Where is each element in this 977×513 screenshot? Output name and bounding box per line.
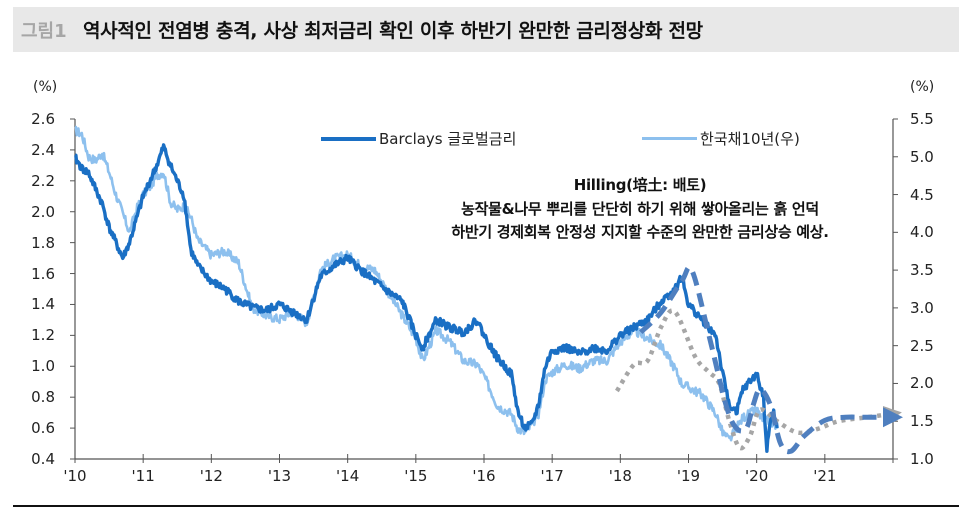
left-tick-label: 0.6 (31, 419, 55, 438)
legend-swatch-barclays (321, 136, 376, 141)
right-tick-label: 3.5 (910, 261, 934, 280)
right-axis-unit: (%) (910, 79, 935, 95)
forecast-dotted-line (615, 308, 902, 451)
x-tick-label: '12 (199, 467, 223, 485)
forecast-dashed-line (639, 264, 903, 455)
left-tick-label: 2.6 (31, 110, 55, 128)
series-barclays-line (74, 143, 779, 453)
bottom-rule (13, 505, 959, 507)
right-tick-label: 5.0 (910, 147, 934, 166)
left-tick-label: 2.2 (31, 171, 55, 190)
right-tick-label: 1.5 (910, 412, 934, 431)
left-tick-label: 1.0 (31, 357, 55, 376)
series-korea10y-line (74, 125, 779, 442)
series-lines (74, 125, 903, 455)
legend-item-korea10y: 한국채10년(우) (642, 128, 800, 149)
legend-label-barclays: Barclays 글로벌금리 (379, 130, 517, 148)
legend-item-barclays: Barclays 글로벌금리 (321, 128, 516, 149)
x-tick-label: '15 (404, 467, 428, 485)
chart-title: 역사적인 전염병 충격, 사상 최저금리 확인 이후 하반기 완만한 금리정상화… (83, 20, 703, 42)
left-axis-unit: (%) (33, 79, 58, 95)
x-tick-label: '19 (676, 467, 701, 485)
x-tick-label: '11 (131, 467, 155, 485)
legend-label-korea10y: 한국채10년(우) (700, 130, 800, 148)
axes (70, 118, 898, 463)
legend-swatch-korea10y (642, 137, 697, 140)
left-tick-label: 1.4 (31, 295, 55, 314)
right-tick-label: 5.5 (910, 110, 934, 128)
left-tick-label: 1.8 (31, 233, 55, 252)
x-tick-label: '21 (813, 467, 837, 485)
figure-label: 그림1 (21, 21, 67, 42)
right-tick-label: 2.5 (910, 336, 934, 355)
right-tick-label: 2.0 (910, 374, 934, 393)
x-tick-label: '17 (540, 467, 564, 485)
annotation-line-1: Hilling(培土: 배토) (573, 176, 707, 194)
right-tick-label: 3.0 (910, 298, 934, 317)
title-bar: 그림1 역사적인 전염병 충격, 사상 최저금리 확인 이후 하반기 완만한 금… (13, 7, 959, 52)
left-tick-label: 0.8 (31, 388, 55, 407)
right-tick-label: 4.5 (910, 185, 934, 204)
x-tick-label: '18 (608, 467, 632, 485)
left-tick-label: 2.0 (31, 202, 55, 221)
left-tick-label: 0.4 (31, 450, 55, 468)
x-tick-label: '16 (472, 467, 496, 485)
left-tick-label: 1.2 (31, 326, 55, 345)
hilling-annotation: Hilling(培土: 배토) 농작물&나무 뿌리를 단단히 하기 위해 쌓아올… (360, 174, 920, 245)
right-tick-label: 4.0 (910, 223, 934, 242)
left-tick-label: 1.6 (31, 264, 55, 283)
right-tick-label: 1.0 (910, 450, 934, 468)
x-tick-label: '10 (63, 467, 87, 485)
x-tick-label: '20 (745, 467, 769, 485)
x-tick-label: '14 (336, 467, 360, 485)
annotation-line-2: 농작물&나무 뿌리를 단단히 하기 위해 쌓아올리는 흙 언덕 (461, 199, 819, 218)
x-tick-label: '13 (267, 467, 292, 485)
left-tick-label: 2.4 (31, 140, 55, 159)
annotation-line-3: 하반기 경제회복 안정성 지지할 수준의 완만한 금리상승 예상. (451, 223, 829, 241)
